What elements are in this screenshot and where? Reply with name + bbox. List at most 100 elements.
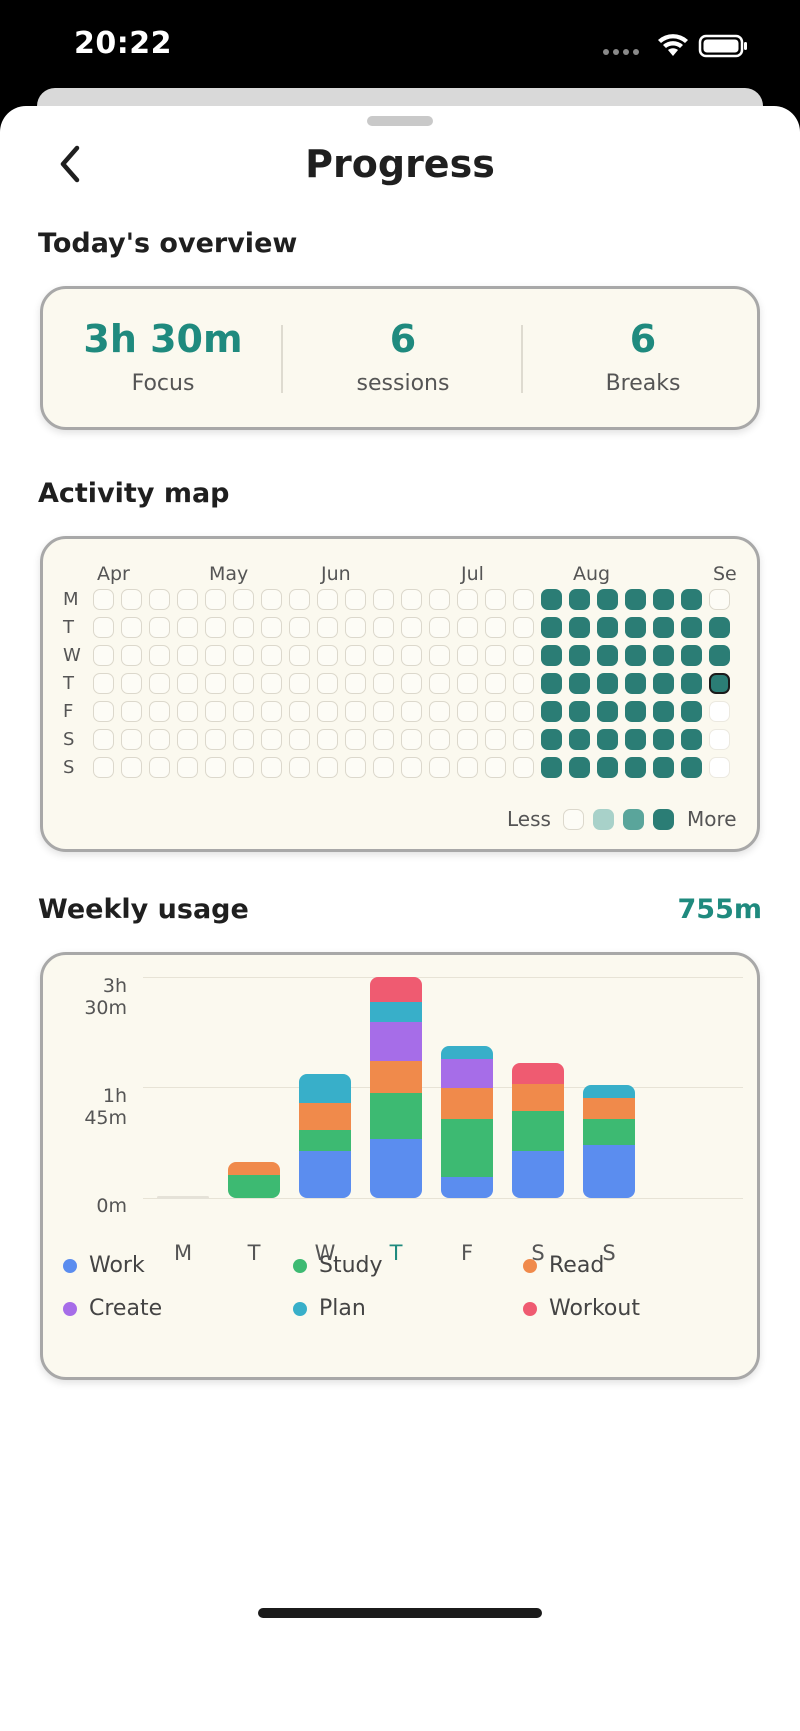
activity-cell[interactable] [429, 729, 450, 750]
activity-cell[interactable] [625, 617, 646, 638]
activity-cell[interactable] [289, 617, 310, 638]
activity-cell[interactable] [681, 729, 702, 750]
activity-cell[interactable] [541, 589, 562, 610]
activity-cell[interactable] [121, 617, 142, 638]
activity-cell[interactable] [93, 673, 114, 694]
activity-cell[interactable] [401, 617, 422, 638]
activity-cell[interactable] [457, 757, 478, 778]
activity-cell[interactable] [597, 589, 618, 610]
activity-cell[interactable] [429, 589, 450, 610]
activity-cell[interactable] [569, 757, 590, 778]
activity-cell[interactable] [625, 589, 646, 610]
activity-cell[interactable] [233, 645, 254, 666]
activity-cell[interactable] [93, 645, 114, 666]
activity-cell[interactable] [681, 757, 702, 778]
activity-cell[interactable] [345, 673, 366, 694]
activity-cell[interactable] [541, 673, 562, 694]
bar-4[interactable] [441, 1046, 493, 1198]
activity-cell[interactable] [233, 701, 254, 722]
activity-cell[interactable] [373, 589, 394, 610]
activity-cell[interactable] [289, 701, 310, 722]
activity-cell[interactable] [233, 673, 254, 694]
activity-cell[interactable] [597, 701, 618, 722]
activity-cell[interactable] [709, 701, 730, 722]
activity-cell[interactable] [401, 645, 422, 666]
activity-cell[interactable] [709, 673, 730, 694]
activity-cell[interactable] [177, 617, 198, 638]
activity-cell[interactable] [569, 617, 590, 638]
activity-cell[interactable] [485, 645, 506, 666]
activity-cell[interactable] [485, 617, 506, 638]
activity-cell[interactable] [597, 757, 618, 778]
activity-cell[interactable] [177, 757, 198, 778]
activity-cell[interactable] [653, 617, 674, 638]
activity-cell[interactable] [261, 673, 282, 694]
home-indicator[interactable] [258, 1608, 542, 1618]
activity-cell[interactable] [317, 645, 338, 666]
activity-cell[interactable] [373, 757, 394, 778]
activity-cell[interactable] [401, 589, 422, 610]
activity-cell[interactable] [233, 589, 254, 610]
back-button[interactable] [46, 140, 94, 188]
activity-cell[interactable] [289, 757, 310, 778]
activity-cell[interactable] [653, 645, 674, 666]
activity-cell[interactable] [625, 701, 646, 722]
activity-cell[interactable] [373, 617, 394, 638]
activity-cell[interactable] [205, 701, 226, 722]
activity-cell[interactable] [317, 757, 338, 778]
activity-cell[interactable] [121, 589, 142, 610]
activity-cell[interactable] [625, 729, 646, 750]
activity-cell[interactable] [513, 673, 534, 694]
activity-cell[interactable] [569, 589, 590, 610]
activity-cell[interactable] [233, 729, 254, 750]
activity-cell[interactable] [681, 673, 702, 694]
activity-cell[interactable] [597, 729, 618, 750]
bar-1[interactable] [228, 1162, 280, 1198]
bar-2[interactable] [299, 1073, 351, 1198]
activity-cell[interactable] [261, 645, 282, 666]
activity-cell[interactable] [681, 645, 702, 666]
activity-cell[interactable] [709, 729, 730, 750]
activity-cell[interactable] [485, 673, 506, 694]
activity-cell[interactable] [177, 673, 198, 694]
activity-cell[interactable] [289, 645, 310, 666]
activity-cell[interactable] [485, 757, 506, 778]
activity-cell[interactable] [457, 645, 478, 666]
activity-cell[interactable] [681, 701, 702, 722]
activity-cell[interactable] [317, 729, 338, 750]
activity-cell[interactable] [457, 729, 478, 750]
activity-cell[interactable] [597, 673, 618, 694]
activity-cell[interactable] [681, 589, 702, 610]
activity-cell[interactable] [345, 645, 366, 666]
activity-cell[interactable] [149, 617, 170, 638]
activity-cell[interactable] [93, 701, 114, 722]
bar-6[interactable] [583, 1085, 635, 1198]
activity-cell[interactable] [457, 701, 478, 722]
bar-5[interactable] [512, 1063, 564, 1198]
activity-cell[interactable] [541, 645, 562, 666]
activity-cell[interactable] [485, 701, 506, 722]
activity-cell[interactable] [261, 701, 282, 722]
activity-cell[interactable] [289, 589, 310, 610]
activity-cell[interactable] [457, 617, 478, 638]
activity-cell[interactable] [317, 589, 338, 610]
activity-cell[interactable] [513, 617, 534, 638]
activity-cell[interactable] [261, 589, 282, 610]
activity-cell[interactable] [429, 701, 450, 722]
activity-cell[interactable] [513, 589, 534, 610]
activity-cell[interactable] [93, 729, 114, 750]
activity-cell[interactable] [513, 701, 534, 722]
activity-cell[interactable] [653, 673, 674, 694]
activity-cell[interactable] [709, 589, 730, 610]
bar-0[interactable] [157, 1196, 209, 1199]
activity-cell[interactable] [177, 645, 198, 666]
activity-cell[interactable] [569, 701, 590, 722]
activity-cell[interactable] [457, 589, 478, 610]
activity-cell[interactable] [681, 617, 702, 638]
activity-cell[interactable] [205, 589, 226, 610]
activity-cell[interactable] [569, 729, 590, 750]
activity-cell[interactable] [345, 701, 366, 722]
activity-cell[interactable] [345, 617, 366, 638]
activity-cell[interactable] [121, 701, 142, 722]
activity-cell[interactable] [373, 729, 394, 750]
